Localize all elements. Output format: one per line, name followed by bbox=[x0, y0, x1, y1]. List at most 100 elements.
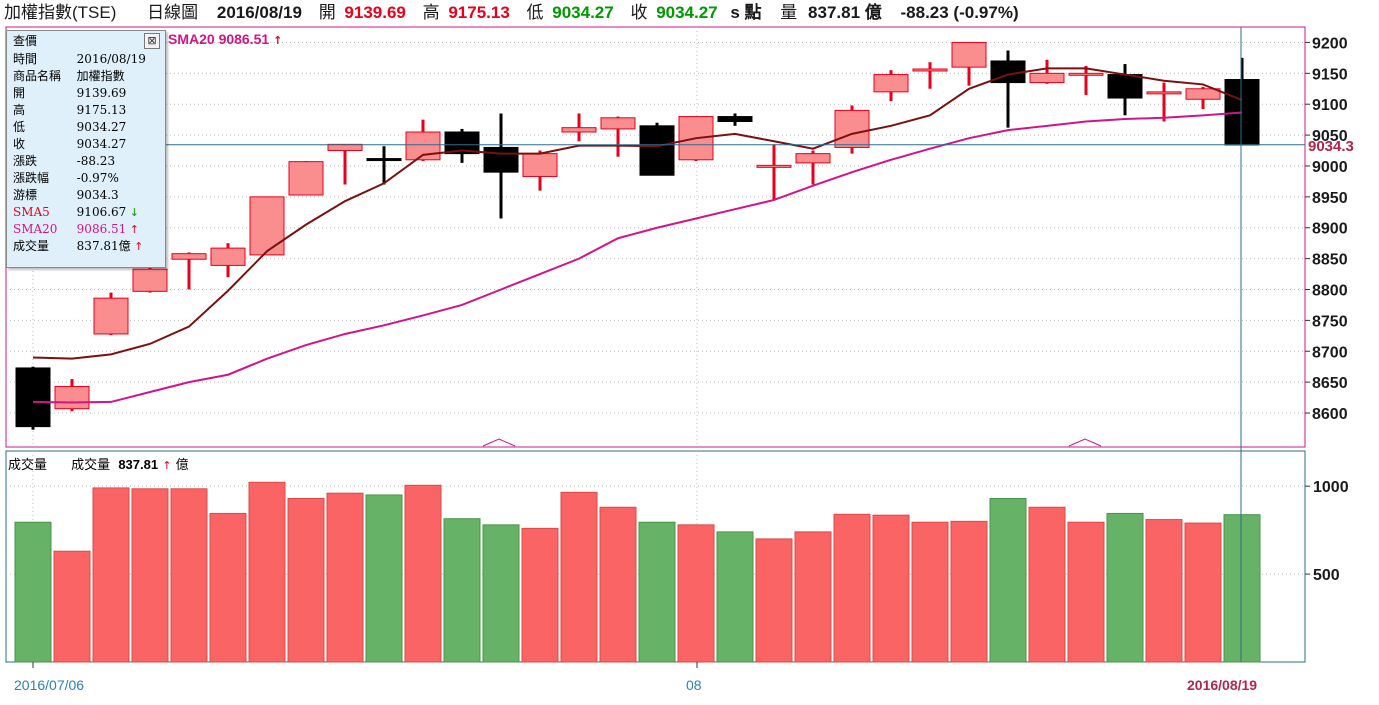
volume-bar bbox=[170, 488, 208, 663]
price-tick-label: 8950 bbox=[1312, 190, 1348, 207]
volume-bar bbox=[950, 520, 988, 663]
volume-bar bbox=[1106, 512, 1144, 663]
price-tick-label: 8900 bbox=[1312, 221, 1348, 238]
candle-body bbox=[600, 117, 636, 130]
volume-bar bbox=[1067, 521, 1105, 663]
volume-bar bbox=[560, 491, 598, 663]
tooltip-row-value: -0.97% bbox=[71, 170, 161, 187]
tooltip-row-label: 漲跌 bbox=[13, 154, 38, 168]
candle-body bbox=[132, 268, 168, 292]
candle-body bbox=[1107, 74, 1143, 99]
candle-body bbox=[1068, 72, 1104, 76]
price-tick-label: 8600 bbox=[1312, 406, 1348, 423]
sma20-legend-arrow-icon: ↑ bbox=[273, 34, 283, 47]
tooltip-row-value: 9175.13 bbox=[71, 102, 161, 119]
volume-tick-label: 1000 bbox=[1313, 479, 1349, 496]
tooltip-row-value-text: 9034.3 bbox=[76, 188, 119, 202]
tooltip-row-value-text: 9086.51 bbox=[76, 222, 127, 236]
crosshair-price-label: 9034.3 bbox=[1308, 138, 1354, 155]
price-tick-label: 9000 bbox=[1312, 159, 1348, 176]
x-axis-label-end: 2016/08/19 bbox=[1187, 677, 1257, 693]
volume-bar bbox=[326, 492, 364, 663]
tooltip-row-value: 9034.3 bbox=[71, 187, 161, 204]
tooltip-row-label: 高 bbox=[13, 103, 26, 117]
tooltip-row-value-text: 837.81億 bbox=[76, 239, 131, 253]
volume-panel-header: 成交量 成交量 837.81 ↑ 億 bbox=[8, 454, 189, 473]
volume-bar bbox=[1145, 519, 1183, 663]
price-tick-label: 8850 bbox=[1312, 252, 1348, 269]
volume-panel-value: 837.81 bbox=[118, 457, 159, 472]
tooltip-row: 收 9034.27 bbox=[13, 136, 161, 153]
close-icon[interactable]: ⊠ bbox=[144, 33, 160, 49]
volume-panel-arrow-icon: ↑ bbox=[162, 459, 172, 472]
tooltip-row: 漲跌 -88.23 bbox=[13, 153, 161, 170]
sma20-legend: SMA20 9086.51 ↑ bbox=[168, 31, 282, 47]
tooltip-row-value: 9086.51 ↑ bbox=[71, 221, 161, 238]
candle-body bbox=[951, 41, 987, 68]
price-tick-label: 8750 bbox=[1312, 313, 1348, 330]
tooltip-row: 時間 2016/08/19 bbox=[13, 51, 161, 68]
volume-bar bbox=[794, 531, 832, 663]
tooltip-row-label: SMA5 bbox=[13, 205, 50, 219]
period-marker bbox=[1068, 438, 1102, 447]
candle-body bbox=[873, 74, 909, 93]
volume-bar bbox=[1223, 514, 1261, 663]
volume-panel-label: 成交量 bbox=[71, 458, 111, 473]
price-tooltip[interactable]: 查價 ⊠ 時間 2016/08/19 商品名稱 加權指數開 9139.69 高 9175.1… bbox=[6, 30, 166, 268]
change-value: -88.23 (-0.97%) bbox=[900, 3, 1019, 22]
candle-body bbox=[639, 125, 675, 176]
volume-bar bbox=[92, 487, 130, 663]
candle-body bbox=[561, 127, 597, 133]
candle-body bbox=[717, 116, 753, 122]
candle-body bbox=[444, 131, 480, 155]
volume-bar bbox=[482, 524, 520, 663]
sma20-legend-value: 9086.51 bbox=[218, 31, 270, 47]
volume-bar bbox=[755, 538, 793, 663]
candle-body bbox=[54, 385, 90, 410]
price-tick-label: 8650 bbox=[1312, 375, 1348, 392]
tooltip-row-value: -88.23 bbox=[71, 153, 161, 170]
volume-bar bbox=[1184, 522, 1222, 663]
volume-bar bbox=[989, 497, 1027, 663]
volume-bar bbox=[14, 521, 52, 663]
volume-bar bbox=[638, 521, 676, 663]
tooltip-table: 時間 2016/08/19 商品名稱 加權指數開 9139.69 高 9175.13 低 903… bbox=[13, 51, 161, 255]
tooltip-row-value-text: 9034.27 bbox=[76, 120, 127, 134]
price-tick-label: 8700 bbox=[1312, 344, 1348, 361]
tooltip-row-label: 商品名稱 bbox=[13, 69, 62, 83]
volume-bar bbox=[209, 512, 247, 663]
arrow-up-icon: ↑ bbox=[130, 240, 144, 253]
volume-bar bbox=[287, 497, 325, 663]
tooltip-row-label: 低 bbox=[13, 120, 26, 134]
tooltip-row-value-text: -88.23 bbox=[76, 154, 116, 168]
candle-body bbox=[210, 247, 246, 266]
candle-body bbox=[93, 297, 129, 335]
volume-bar bbox=[833, 513, 871, 663]
candle-body-selected bbox=[1224, 79, 1260, 146]
volume-bar bbox=[53, 550, 91, 663]
tooltip-row: 游標 9034.3 bbox=[13, 187, 161, 204]
candle-body bbox=[795, 153, 831, 164]
sma20-legend-name: SMA20 bbox=[168, 31, 215, 47]
sma5-line bbox=[32, 67, 1243, 360]
candle-body bbox=[288, 161, 324, 196]
tooltip-row-label: 漲跌幅 bbox=[13, 171, 50, 185]
high-value: 9175.13 bbox=[448, 3, 510, 22]
volume-panel-unit: 億 bbox=[175, 458, 189, 473]
chart-header: 加權指數(TSE) 日線圖 2016/08/19 開 9139.69 高 917… bbox=[0, 0, 1379, 26]
tooltip-row-label: 游標 bbox=[13, 188, 38, 202]
chart-type: 日線圖 bbox=[147, 3, 199, 22]
close-value: 9034.27 bbox=[656, 3, 718, 22]
tooltip-row-value: 9034.27 bbox=[71, 136, 161, 153]
tooltip-row-label: SMA20 bbox=[13, 222, 58, 236]
price-tick-label: 9100 bbox=[1312, 97, 1348, 114]
tooltip-row-value: 837.81億 ↑ bbox=[71, 238, 161, 255]
volume-bar bbox=[911, 521, 949, 663]
tooltip-title: 查價 bbox=[13, 34, 38, 48]
tooltip-row-value: 2016/08/19 bbox=[71, 51, 161, 68]
tooltip-row-value-text: -0.97% bbox=[76, 171, 119, 185]
candle-body bbox=[483, 146, 519, 173]
tooltip-row: 開 9139.69 bbox=[13, 85, 161, 102]
close-label: 收 bbox=[630, 3, 648, 22]
